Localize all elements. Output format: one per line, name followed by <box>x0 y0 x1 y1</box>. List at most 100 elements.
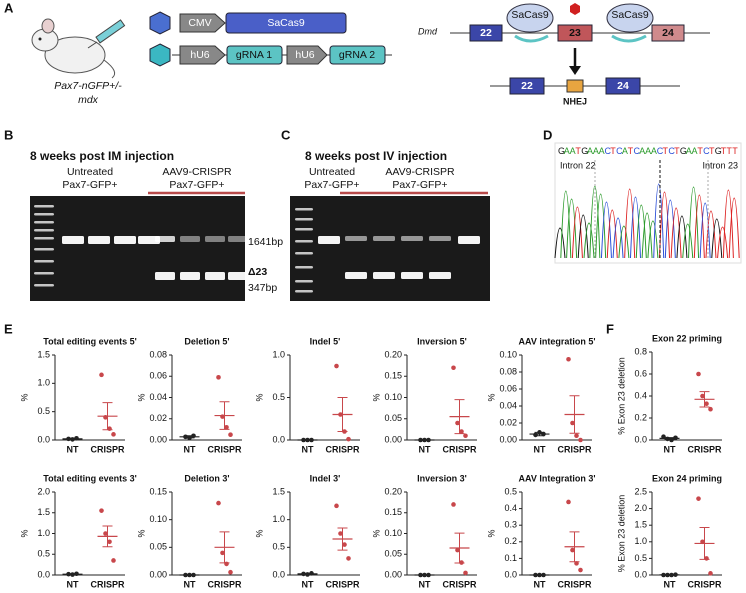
gel-band <box>205 236 225 242</box>
gel-band <box>138 236 160 244</box>
aav-capsid <box>149 43 171 67</box>
data-point <box>228 569 233 575</box>
group-label: AAV9-CRISPR <box>385 166 455 178</box>
gel-band <box>114 236 136 244</box>
trace-peak <box>606 209 618 259</box>
x-tick-label: NT <box>419 579 431 589</box>
trace-peak <box>600 201 612 259</box>
y-axis-label: % <box>371 393 381 401</box>
exon-label: 24 <box>662 27 674 39</box>
data-point <box>708 571 713 576</box>
promoter-label: hU6 <box>295 49 314 61</box>
group-label: Pax7-GFP+ <box>62 179 117 191</box>
x-tick-label: CRISPR <box>557 444 592 454</box>
x-tick-label: CRISPR <box>90 579 125 589</box>
x-tick-label: CRISPR <box>687 444 722 454</box>
data-point <box>216 500 221 506</box>
y-axis-label: % <box>19 393 29 401</box>
chart-title: Total editing events 3' <box>43 473 137 483</box>
grna-label: gRNA 1 <box>236 49 272 61</box>
error-bar <box>219 531 230 564</box>
data-point <box>338 531 343 536</box>
gel-band <box>34 284 54 287</box>
exon <box>509 77 545 95</box>
enzyme-label: SaCas9 <box>611 9 649 21</box>
x-tick-label: NT <box>302 444 314 454</box>
gel <box>290 196 490 301</box>
exon <box>605 77 641 95</box>
trace-peak <box>629 196 641 259</box>
panel-label: E <box>4 321 13 336</box>
x-tick-label: CRISPR <box>325 579 360 589</box>
trace-peak <box>618 225 630 259</box>
y-tick-label: 0.00 <box>384 434 402 444</box>
trace-peak <box>722 189 734 259</box>
y-tick-label: 0.5 <box>504 486 517 496</box>
panel-label: C <box>281 127 291 142</box>
error-bar <box>337 527 348 551</box>
data-point <box>455 420 460 426</box>
grna-box <box>329 45 386 65</box>
gel-band <box>34 260 54 263</box>
group-label: Untreated <box>67 166 113 178</box>
gel-band <box>295 252 313 255</box>
gel-band <box>180 236 200 242</box>
gel-band <box>373 272 395 279</box>
gel-band <box>228 236 248 242</box>
y-tick-label: 0.00 <box>499 434 517 444</box>
y-tick-label: 0.00 <box>149 434 167 444</box>
gel-band <box>295 290 313 293</box>
mouse-label: mdx <box>78 94 99 106</box>
error-bar <box>664 437 675 440</box>
y-tick-label: 0.6 <box>634 368 647 378</box>
x-tick-label: CRISPR <box>442 579 477 589</box>
error-bar <box>569 531 580 563</box>
data-point <box>224 424 229 430</box>
stop-mark <box>570 3 580 15</box>
y-tick-label: 0.10 <box>384 528 402 538</box>
gel-band <box>401 272 423 279</box>
gel-band <box>34 221 54 224</box>
chart-title: Indel 3' <box>310 473 341 483</box>
x-tick-label: CRISPR <box>207 444 242 454</box>
junction-label: NHEJ <box>563 96 587 106</box>
error-bar <box>102 402 113 431</box>
y-tick-label: 0.0 <box>272 569 285 579</box>
exon-label: 22 <box>480 27 492 39</box>
promoter <box>179 45 226 65</box>
y-tick-label: 0.15 <box>384 507 402 517</box>
panel-title: 8 weeks post IM injection <box>30 149 174 163</box>
gel-band <box>295 228 313 231</box>
gene-name: Dmd <box>418 26 438 36</box>
error-bar <box>454 532 465 564</box>
error-bar <box>454 399 465 435</box>
promoter <box>179 13 226 33</box>
y-tick-label: 0.5 <box>272 392 285 402</box>
exon-label: 23 <box>569 27 581 39</box>
group-label: Pax7-GFP+ <box>392 179 447 191</box>
gel-band <box>345 236 367 241</box>
mouse-illustration <box>31 18 126 79</box>
y-tick-label: 0.04 <box>149 392 167 402</box>
y-tick-label: 0.05 <box>384 549 402 559</box>
error-bar <box>569 395 580 434</box>
exon <box>651 24 685 42</box>
chart-title: Indel 5' <box>310 336 341 346</box>
y-tick-label: 1.0 <box>37 528 50 538</box>
y-tick-label: 0.0 <box>634 569 647 579</box>
y-tick-label: 0.4 <box>634 390 647 400</box>
gel-band <box>34 248 54 251</box>
chart-title: Total editing events 5' <box>43 336 137 346</box>
junction-box <box>566 79 584 93</box>
y-tick-label: 0.0 <box>37 569 50 579</box>
panel-label: D <box>543 127 552 142</box>
group-label: AAV9-CRISPR <box>162 166 232 178</box>
chromatogram <box>554 160 740 259</box>
y-tick-label: 0.06 <box>149 371 167 381</box>
y-axis-label: % <box>136 393 146 401</box>
trace-peak <box>560 190 572 259</box>
trace-peak <box>577 214 589 259</box>
panel-title: 8 weeks post IV injection <box>305 149 447 163</box>
trace-peak <box>641 212 653 259</box>
gel-band <box>34 237 54 240</box>
